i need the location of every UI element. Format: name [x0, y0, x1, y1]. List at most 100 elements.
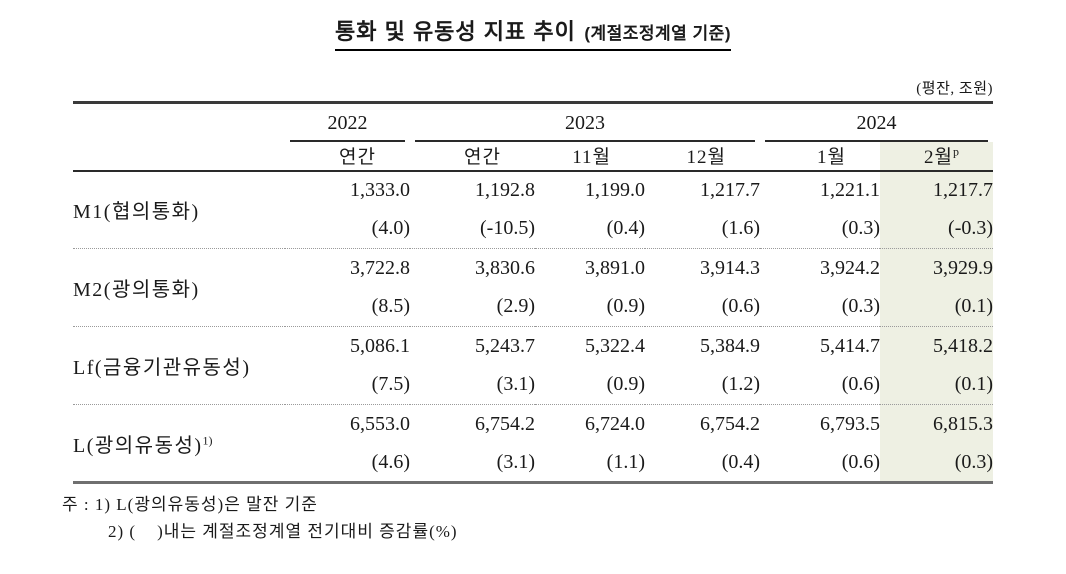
cell-value: 1,217.7 — [880, 170, 994, 210]
row-label-text: L(광의유동성) — [73, 434, 203, 457]
cell-pct: (0.1) — [880, 287, 994, 327]
cell-value: 1,192.8 — [475, 179, 535, 201]
row-label-lf: Lf(금융기관유동성) — [73, 327, 285, 405]
year-header-row: 2022 2023 2024 — [73, 103, 993, 142]
row-label-text: M2(광의통화) — [73, 279, 200, 301]
cell-pct: (0.9) — [606, 373, 645, 396]
cell-pct: (0.4) — [606, 217, 645, 240]
year-2022-label: 2022 — [290, 112, 405, 142]
corner-cell — [73, 141, 285, 172]
row-group-lf: Lf(금융기관유동성) 5,086.1 5,243.7 5,322.4 5,38… — [73, 326, 994, 405]
cell-value: 6,754.2 — [700, 412, 761, 435]
preliminary-superscript: p — [953, 144, 960, 159]
footnote-2: 2) ( )내는 계절조정계열 전기대비 증감률(%) — [108, 522, 458, 541]
data-table: 2022 2023 2024 연간 연간 11월 12월 1월 — [73, 101, 994, 484]
corner-cell — [73, 103, 285, 142]
cell-pct: (1.1) — [606, 450, 645, 473]
year-2024-header: 2024 — [760, 103, 993, 142]
col-header-2024-feb-label: 2월 — [924, 147, 954, 168]
row-label-l: L(광의유동성)1) — [73, 405, 285, 483]
table-row: L(광의유동성)1) 6,553.0 6,754.2 6,724.0 6,754… — [73, 404, 994, 457]
cell-value: 5,086.1 — [350, 334, 410, 357]
cell-pct: (1.6) — [721, 217, 761, 240]
cell-value: 6,724.0 — [585, 412, 645, 435]
cell-value: 5,384.9 — [700, 334, 761, 357]
unit-note: (평잔, 조원) — [916, 81, 993, 97]
row-label-text: Lf(금융기관유동성) — [73, 357, 251, 379]
cell-pct: (7.5) — [371, 373, 410, 396]
row-group-m2: M2(광의통화) 3,722.8 3,830.6 3,891.0 3,914.3… — [73, 248, 994, 327]
row-group-m1: M1(협의통화) 1,333.0 1,192.8 1,199.0 1,217.7… — [73, 170, 994, 249]
cell-value: 5,414.7 — [820, 334, 881, 357]
cell-pct: (4.0) — [371, 217, 410, 240]
col-header-2023-dec: 12월 — [645, 141, 761, 172]
cell-pct: (2.9) — [496, 295, 535, 318]
cell-pct: (0.3) — [841, 217, 881, 240]
footnote-prefix: 주 : — [62, 495, 95, 514]
table-row: M1(협의통화) 1,333.0 1,192.8 1,199.0 1,217.7… — [73, 170, 994, 223]
table-row: (4.0) (-10.5) (0.4) (1.6) (0.3) (-0.3) — [73, 209, 994, 249]
cell-value: 3,914.3 — [700, 256, 761, 279]
cell-pct: (3.1) — [496, 450, 535, 473]
year-2024-label: 2024 — [765, 112, 989, 142]
cell-pct: (3.1) — [496, 373, 535, 396]
cell-pct: (0.3) — [880, 443, 994, 483]
cell-pct: (0.6) — [721, 295, 761, 318]
year-2023-header: 2023 — [410, 103, 760, 142]
cell-value: 1,217.7 — [700, 179, 761, 201]
row-label-m2: M2(광의통화) — [73, 249, 285, 327]
cell-value: 5,322.4 — [585, 334, 645, 357]
row-label-text: M1(협의통화) — [73, 201, 200, 224]
cell-pct: (4.6) — [371, 450, 410, 473]
cell-value: 3,722.8 — [350, 256, 410, 279]
col-header-2023-nov: 11월 — [535, 141, 645, 172]
row-label-m1: M1(협의통화) — [73, 171, 285, 249]
cell-pct: (-10.5) — [480, 217, 535, 240]
period-header-row: 연간 연간 11월 12월 1월 2월p — [73, 141, 994, 172]
page-title-main: 통화 및 유동성 지표 추이 — [335, 19, 576, 44]
cell-value: 3,924.2 — [820, 256, 881, 279]
page-title: 통화 및 유동성 지표 추이 (계절조정계열 기준) — [335, 14, 731, 51]
row-label-sup: 1) — [202, 432, 213, 447]
cell-value: 3,929.9 — [880, 248, 994, 288]
table-row: (8.5) (2.9) (0.9) (0.6) (0.3) (0.1) — [73, 287, 994, 327]
col-header-2023-annual: 연간 — [410, 141, 535, 172]
cell-value: 6,793.5 — [820, 412, 881, 435]
cell-value: 6,553.0 — [350, 412, 410, 435]
cell-value: 3,830.6 — [475, 256, 535, 279]
cell-value: 6,815.3 — [880, 404, 994, 444]
cell-pct: (8.5) — [371, 295, 410, 318]
table-row: (4.6) (3.1) (1.1) (0.4) (0.6) (0.3) — [73, 443, 994, 483]
page-title-sub: (계절조정계열 기준) — [584, 24, 731, 43]
cell-pct: (1.2) — [721, 373, 761, 396]
cell-pct: (0.4) — [721, 450, 761, 473]
cell-value: 5,243.7 — [475, 334, 535, 357]
cell-value: 6,754.2 — [475, 412, 535, 435]
footnote-1: 주 : 1) L(광의유동성)은 말잔 기준 — [62, 491, 993, 518]
table-row: M2(광의통화) 3,722.8 3,830.6 3,891.0 3,914.3… — [73, 248, 994, 301]
title-bar: 통화 및 유동성 지표 추이 (계절조정계열 기준) — [0, 0, 1066, 51]
col-header-2022-annual: 연간 — [285, 141, 410, 172]
table-row: Lf(금융기관유동성) 5,086.1 5,243.7 5,322.4 5,38… — [73, 326, 994, 379]
cell-value: 1,221.1 — [820, 179, 881, 201]
year-2023-label: 2023 — [415, 112, 756, 142]
cell-value: 1,333.0 — [350, 179, 410, 201]
cell-pct: (-0.3) — [880, 209, 994, 249]
cell-pct: (0.3) — [841, 295, 881, 318]
table-header: 2022 2023 2024 연간 연간 11월 12월 1월 — [73, 103, 994, 172]
cell-pct: (0.6) — [841, 373, 881, 396]
cell-pct: (0.1) — [880, 365, 994, 405]
footnote-1-text: 1) L(광의유동성)은 말잔 기준 — [94, 495, 318, 514]
table-row: (7.5) (3.1) (0.9) (1.2) (0.6) (0.1) — [73, 365, 994, 405]
footnotes: 주 : 1) L(광의유동성)은 말잔 기준 2) ( )내는 계절조정계열 전… — [62, 491, 993, 545]
col-header-2024-feb: 2월p — [880, 141, 994, 172]
cell-value: 5,418.2 — [880, 326, 994, 366]
cell-pct: (0.9) — [606, 295, 645, 318]
table-section: (평잔, 조원) 2022 2023 2024 — [62, 77, 994, 545]
cell-pct: (0.6) — [841, 450, 881, 473]
col-header-2024-jan: 1월 — [760, 141, 881, 172]
cell-value: 3,891.0 — [585, 256, 645, 279]
row-group-l: L(광의유동성)1) 6,553.0 6,754.2 6,724.0 6,754… — [73, 404, 994, 483]
year-2022-header: 2022 — [285, 103, 410, 142]
